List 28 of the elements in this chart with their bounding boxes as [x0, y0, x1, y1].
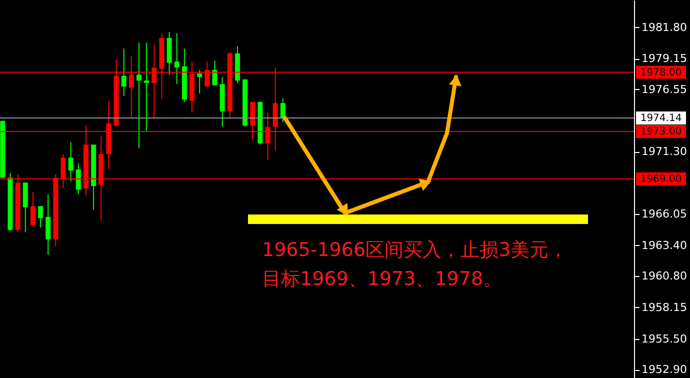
candlestick — [46, 194, 51, 256]
annotation: 目标1969、1973、1978。 — [262, 268, 502, 290]
y-tick-label: 1966.05 — [642, 207, 687, 220]
candlestick — [144, 42, 150, 132]
y-tick-label: 1976.55 — [642, 82, 687, 96]
y-tick-label: 1955.50 — [642, 332, 687, 346]
y-tick-label: 1981.80 — [642, 20, 687, 34]
y-tick-label: 1958.15 — [642, 300, 687, 314]
candlestick — [121, 48, 126, 96]
candlestick — [30, 191, 36, 226]
candlestick — [38, 206, 44, 228]
y-tick-label: 1979.15 — [642, 52, 687, 66]
ref-line-label: 1969.00 — [640, 174, 682, 185]
candlestick — [76, 163, 81, 195]
y-tick-label: 1963.40 — [642, 238, 687, 252]
candlestick — [174, 32, 180, 85]
y-tick-label: 1960.80 — [642, 270, 687, 283]
ref-line-label: 1978.00 — [640, 67, 682, 78]
candlestick — [280, 98, 286, 123]
ref-line-label: 1974.14 — [640, 113, 682, 124]
annotation: 1965-1966区间买入，止损3美元， — [262, 239, 568, 261]
y-tick-label: 1971.30 — [642, 145, 687, 158]
ref-line-label: 1973.00 — [640, 126, 682, 138]
candlestick — [197, 69, 202, 94]
y-tick-label: 1952.90 — [642, 363, 687, 376]
candlestick — [68, 142, 74, 182]
candlestick — [136, 42, 142, 149]
candlestick — [212, 60, 218, 86]
